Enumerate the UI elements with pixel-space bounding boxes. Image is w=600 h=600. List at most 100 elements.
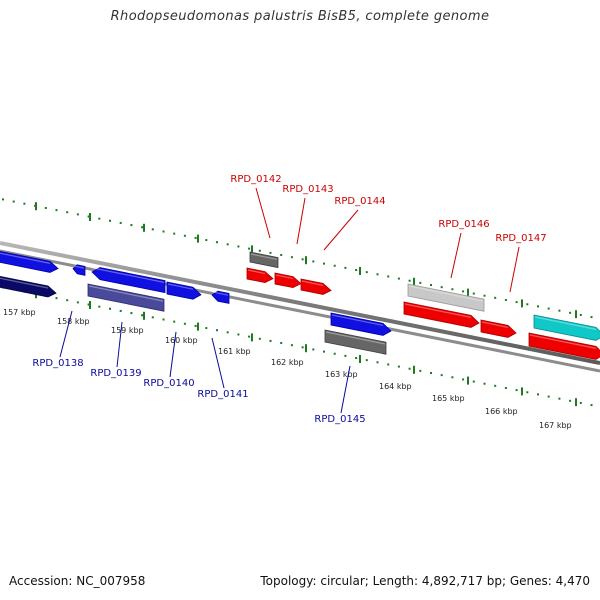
track-dot: [109, 219, 111, 222]
backbone-line-lower: [0, 249, 600, 373]
track-dot: [237, 333, 240, 336]
gene-highlight: [534, 316, 597, 330]
track-dot: [141, 314, 144, 317]
track-dot: [344, 266, 347, 269]
track-dot: [323, 262, 325, 265]
gene-arrow: [72, 264, 86, 276]
track-dot: [430, 284, 432, 286]
track-dot: [451, 288, 454, 291]
track-dot: [579, 313, 582, 316]
genome-summary-text: Topology: circular; Length: 4,892,717 bp…: [260, 574, 590, 588]
gene-leader-line: [116, 321, 123, 368]
track-dot: [440, 374, 443, 377]
track-dot: [23, 202, 26, 205]
scale-tick-label: 166 kbp: [485, 407, 518, 416]
backbone-line-upper: [0, 241, 600, 365]
gene-arrow: [0, 275, 57, 298]
gene-highlight: [0, 252, 51, 264]
gene-highlight: [301, 280, 324, 286]
dotted-tracks: [2, 198, 593, 407]
scale-ticks: 157 kbp 158 kbp 159 kbp 160 kbp 161 kbp 162 k…: [3, 308, 572, 430]
track-dot: [333, 352, 336, 355]
track-dot: [280, 342, 283, 345]
track-dot: [55, 209, 58, 212]
gene-highlight: [529, 334, 597, 349]
track-dot: [515, 301, 518, 304]
track-dot: [130, 224, 133, 227]
track-dot: [547, 395, 550, 398]
scale-tick-label: 167 kbp: [539, 421, 572, 430]
track-dot: [376, 361, 379, 364]
track-dot: [590, 404, 593, 407]
track-dot: [515, 389, 518, 392]
gene-leader-line: [323, 209, 359, 251]
gene-arrow: [274, 272, 302, 289]
track-dot: [66, 299, 69, 302]
gene-highlight: [325, 331, 386, 345]
track-dot: [408, 367, 411, 370]
track-dot: [365, 359, 368, 362]
gene-label-bottom: RPD_0141: [197, 389, 248, 400]
track-dot: [355, 269, 358, 272]
track-dot: [301, 346, 304, 349]
gene-highlight: [92, 267, 165, 283]
gene-arrow: [480, 319, 517, 338]
scale-tick-label: 164 kbp: [379, 382, 412, 391]
gene-label-top: RPD_0146: [438, 219, 489, 230]
gene-leader-line: [211, 337, 225, 389]
track-dot: [248, 247, 251, 250]
track-dot: [183, 234, 186, 237]
track-dot: [323, 350, 325, 353]
track-dot: [12, 200, 15, 203]
gene-highlight: [481, 321, 509, 328]
scale-tick-label: 162 kbp: [271, 358, 304, 367]
track-dot: [419, 369, 422, 372]
track-dot: [365, 271, 368, 274]
scale-tick-label: 158 kbp: [57, 317, 90, 326]
gene-label-top: RPD_0143: [282, 184, 333, 195]
accession-text: Accession: NC_007958: [9, 574, 146, 588]
track-dot: [226, 331, 229, 334]
track-dot: [258, 249, 261, 252]
gene-leader-line: [340, 365, 351, 414]
gene-arrow: [528, 332, 600, 360]
dotted-track-upper: [2, 198, 593, 319]
gene-highlight: [404, 303, 472, 318]
track-dot: [226, 243, 229, 246]
track-dot: [216, 329, 218, 332]
scale-tick-label: 157 kbp: [3, 308, 36, 317]
track-dot: [173, 232, 176, 235]
gene-arrow: [87, 283, 165, 312]
track-dot: [183, 322, 186, 325]
track-dot: [387, 363, 390, 366]
gene-label-top: RPD_0147: [495, 233, 546, 244]
gene-arrow: [330, 312, 392, 336]
gene-arrow: [0, 250, 59, 273]
gene-label-bottom: RPD_0139: [90, 368, 141, 379]
track-dot: [376, 273, 379, 276]
track-dot: [205, 327, 208, 330]
gene-leader-line: [169, 331, 177, 378]
track-dot: [173, 320, 176, 323]
track-dot: [430, 372, 432, 374]
track-dot: [472, 292, 475, 295]
track-dot: [205, 239, 208, 242]
track-dot: [87, 303, 90, 306]
scale-tick-label: 160 kbp: [165, 336, 198, 345]
track-dot: [451, 376, 454, 379]
gene-highlight: [167, 283, 194, 290]
track-dot: [151, 316, 154, 319]
track-dot: [119, 221, 122, 224]
track-dot: [312, 260, 315, 263]
track-dot: [194, 236, 197, 239]
track-dot: [419, 281, 422, 284]
track-dot: [76, 213, 79, 216]
scale-tick-label: 163 kbp: [325, 370, 358, 379]
track-dot: [301, 258, 304, 261]
track-dot: [141, 226, 144, 229]
gene-arrow: [407, 283, 485, 312]
track-dot: [472, 380, 475, 383]
track-dot: [483, 382, 486, 385]
gene-label-bottom: RPD_0145: [314, 414, 365, 425]
track-dot: [109, 307, 111, 310]
